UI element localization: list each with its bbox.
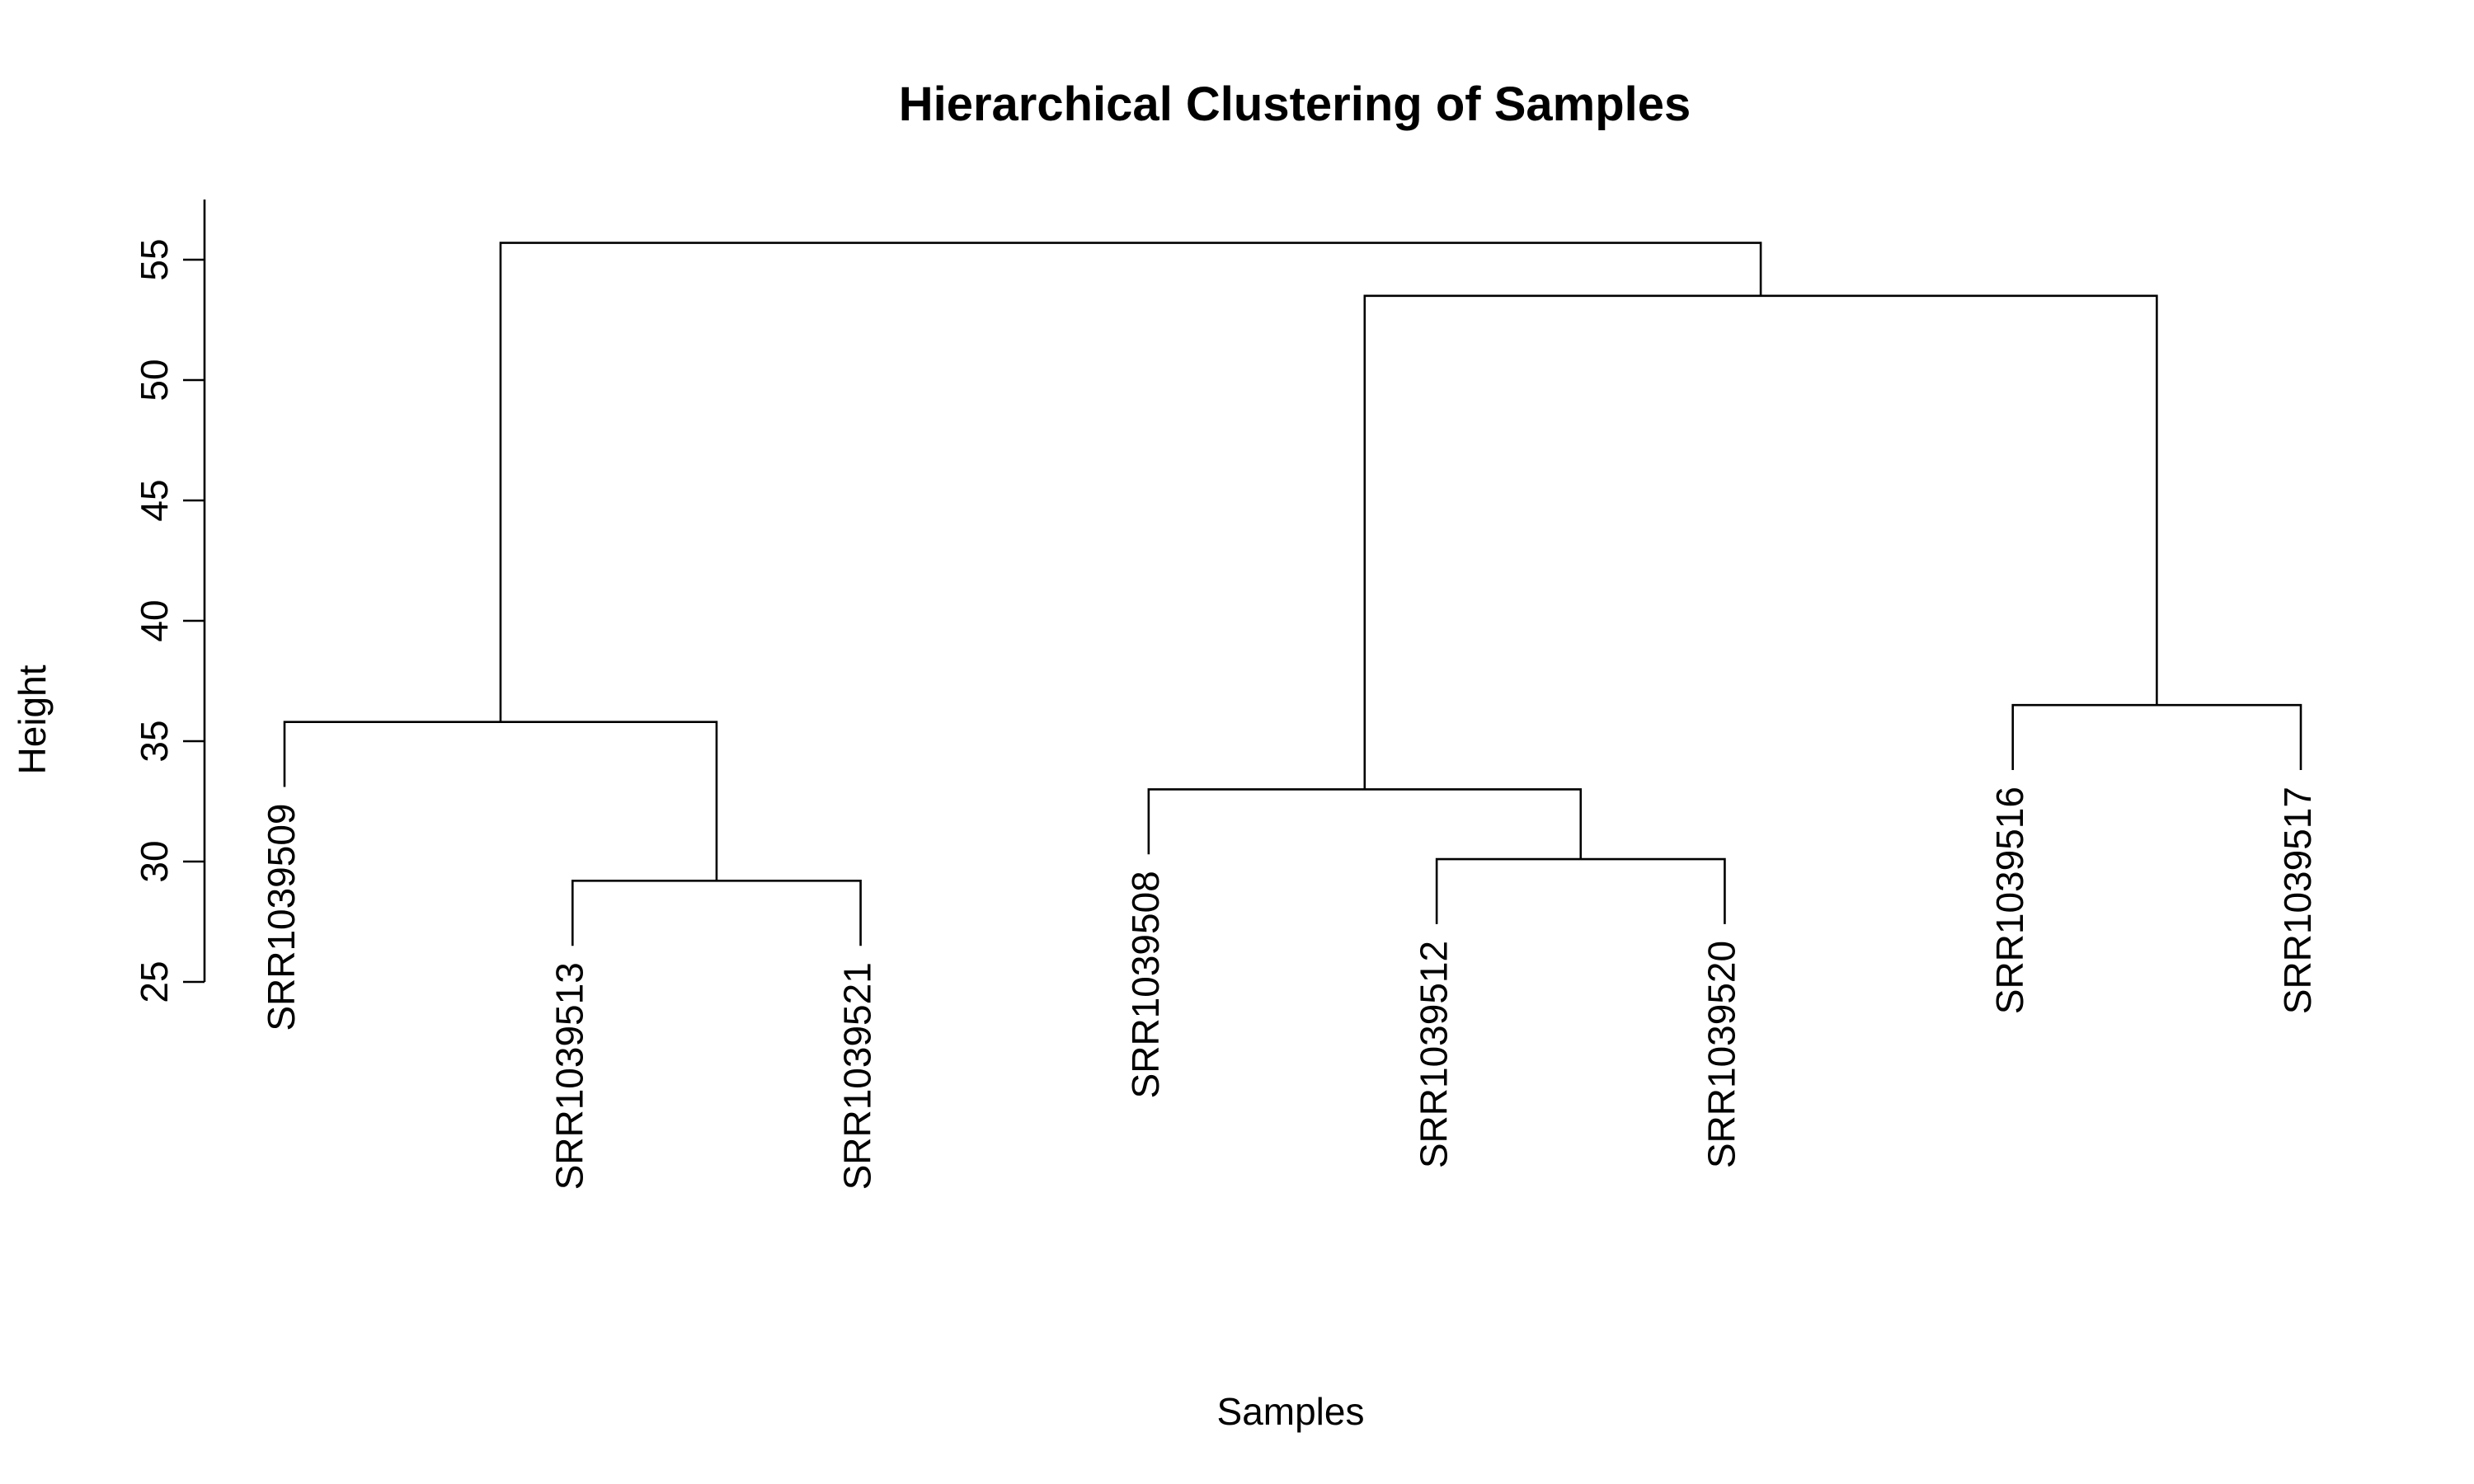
dendrogram-link-m2 bbox=[1435, 857, 1726, 924]
dendrogram-link-m7 bbox=[499, 242, 1762, 722]
y-tick-label: 30 bbox=[133, 840, 176, 882]
leaf-label: SRR1039517 bbox=[2276, 787, 2319, 1014]
leaf-label: SRR1039513 bbox=[548, 962, 590, 1190]
leaf-label: SRR1039516 bbox=[1988, 787, 2031, 1014]
leaf-label: SRR1039509 bbox=[260, 803, 303, 1031]
y-tick-label: 55 bbox=[133, 238, 176, 280]
dendrogram-link-m3 bbox=[1147, 788, 1583, 860]
dendrogram-links bbox=[283, 242, 2302, 946]
dendrogram-link-m5 bbox=[2011, 703, 2302, 771]
y-tick-label: 40 bbox=[133, 599, 176, 641]
y-tick-label: 50 bbox=[133, 359, 176, 401]
dendrogram-link-m1 bbox=[571, 880, 862, 946]
leaf-label: SRR1039512 bbox=[1412, 941, 1455, 1168]
chart-title: Hierarchical Clustering of Samples bbox=[899, 77, 1691, 131]
dendrogram-link-m6 bbox=[1363, 294, 2158, 790]
y-tick-label: 45 bbox=[133, 479, 176, 521]
x-axis-label: Samples bbox=[1217, 1390, 1365, 1433]
dendrogram-link-m4 bbox=[283, 721, 718, 881]
y-tick-label: 35 bbox=[133, 720, 176, 762]
y-tick-label: 25 bbox=[133, 960, 176, 1003]
leaf-label: SRR1039521 bbox=[836, 962, 879, 1190]
y-axis-label: Height bbox=[11, 665, 54, 774]
y-axis: 25 30 35 40 45 50 55 bbox=[133, 200, 206, 1003]
leaf-labels: SRR1039509 SRR1039513 SRR1039521 SRR1039508… bbox=[260, 787, 2319, 1190]
leaf-label: SRR1039508 bbox=[1124, 871, 1167, 1098]
leaf-label: SRR1039520 bbox=[1700, 941, 1743, 1168]
